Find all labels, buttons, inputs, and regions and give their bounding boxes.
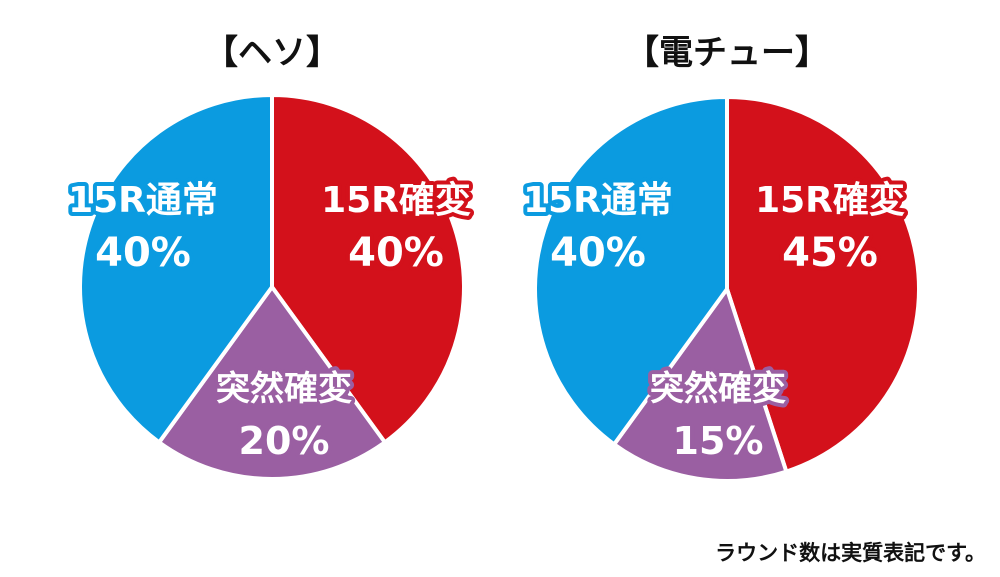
pie-slice [270,93,466,445]
pie-slice [612,287,789,483]
slice-name-label: 突然確変 [650,369,786,409]
pie-slice [725,95,921,474]
slice-name-label: 15R確変 [321,179,471,221]
pie-slice [78,93,274,445]
pie-slice [533,95,729,447]
slice-value-label: 20% [239,419,330,463]
slice-value-label: 40% [348,230,444,276]
slice-name-label: 突然確変 [216,369,352,409]
slice-value-label: 15% [673,419,764,463]
pie-slice [157,285,387,481]
slice-value-label: 45% [782,230,878,276]
pie-chart-denchu: 【電チュー】 15R確変 45% 突然確変 15% 15R通常 40% [519,33,921,483]
slice-name-label: 15R通常 [68,180,218,221]
pie-chart-heso: 【ヘソ】 15R確変 40% 突然確変 20% 15R通常 40% [64,33,475,481]
slice-value-label: 40% [95,230,191,276]
slice-name-label: 15R通常 [523,180,673,221]
chart-title: 【電チュー】 [625,33,829,73]
slice-value-label: 40% [550,230,646,276]
footnote: ラウンド数は実質表記です。 [715,541,986,565]
slice-name-label: 15R確変 [755,179,905,221]
chart-title: 【ヘソ】 [204,33,340,73]
